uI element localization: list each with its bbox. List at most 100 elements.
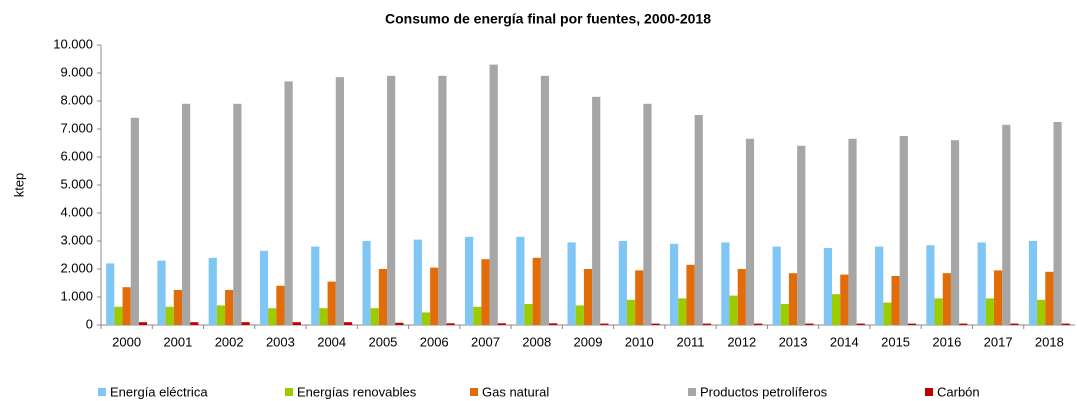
bar [413,239,422,325]
legend-swatch [470,388,478,396]
bar [994,270,1003,325]
bar [702,323,712,325]
bar [497,323,506,325]
chart-title: Consumo de energía final por fuentes, 20… [385,11,711,27]
bar [840,274,849,325]
legend-swatch [688,388,696,396]
legend-swatch [925,388,933,396]
legend-label: Energías renovables [297,384,417,399]
bar [1037,299,1046,325]
y-tick-label: 10.000 [53,36,93,51]
bar [729,295,738,325]
bar [181,103,191,325]
bar [208,257,217,325]
bar [1028,241,1038,325]
bar [138,322,148,325]
legend-label: Energía eléctrica [110,384,208,399]
bar [780,304,789,325]
y-tick-label: 2.000 [60,260,93,275]
bar [225,290,234,325]
x-tick-label: 2011 [677,334,705,349]
bar [883,302,892,325]
bar [772,246,781,325]
bar [651,323,660,325]
bar [959,323,968,325]
y-tick-label: 1.000 [60,288,93,303]
bar [907,323,917,325]
bar [122,287,131,325]
bar [516,236,525,325]
bar [670,243,679,325]
bar [832,294,841,325]
x-tick-label: 2017 [984,334,1013,349]
bar [686,264,695,325]
x-tick-label: 2010 [625,334,654,349]
bar [395,322,404,325]
bar [311,246,320,325]
bar [745,138,755,325]
bar [259,250,269,325]
y-tick-label: 8.000 [60,92,93,107]
x-tick-label: 2012 [727,334,756,349]
bar [106,263,115,325]
bar [977,242,986,325]
bar [114,306,123,325]
bar [1002,124,1011,325]
legend-label: Productos petrolíferos [700,384,828,399]
y-tick-label: 9.000 [60,64,93,79]
x-tick-label: 2008 [522,334,551,349]
bar [276,285,285,325]
bar [335,77,344,325]
y-tick-label: 4.000 [60,204,93,219]
bar [268,308,277,325]
bar [319,308,328,325]
bar [875,246,884,325]
bar [721,242,730,325]
bar [567,242,576,325]
bar [233,103,242,325]
legend-swatch [285,388,293,396]
bar [1061,323,1070,325]
bar [524,304,533,325]
bar [643,103,652,325]
bar [1010,323,1019,325]
bar [848,138,857,325]
bar [370,308,379,325]
bar [438,75,447,325]
y-tick-label: 3.000 [60,232,93,247]
bar [899,136,908,325]
bar [754,323,763,325]
bar [190,322,199,325]
bar [1045,271,1054,325]
bar [626,299,636,325]
bar [856,323,865,325]
bar [421,312,431,325]
bar [343,322,353,325]
x-tick-label: 2004 [317,334,346,349]
bar [327,281,336,325]
bar [635,270,644,325]
bar [216,305,226,325]
bar [241,322,250,325]
bar [446,323,455,325]
bar [165,306,174,325]
bar [1053,122,1062,325]
x-tick-label: 2018 [1035,334,1064,349]
x-tick-label: 2016 [932,334,961,349]
bar [157,260,166,325]
bar [934,298,943,325]
bar [583,269,593,325]
bar [387,75,396,325]
bar [473,306,482,325]
y-tick-label: 7.000 [60,120,93,135]
bar [430,267,439,325]
bar [575,305,584,325]
x-tick-label: 2013 [779,334,808,349]
x-tick-label: 2015 [881,334,910,349]
x-tick-label: 2000 [112,334,141,349]
bar [481,259,490,325]
x-tick-label: 2014 [830,334,859,349]
bar [292,322,301,325]
bar [891,276,900,325]
